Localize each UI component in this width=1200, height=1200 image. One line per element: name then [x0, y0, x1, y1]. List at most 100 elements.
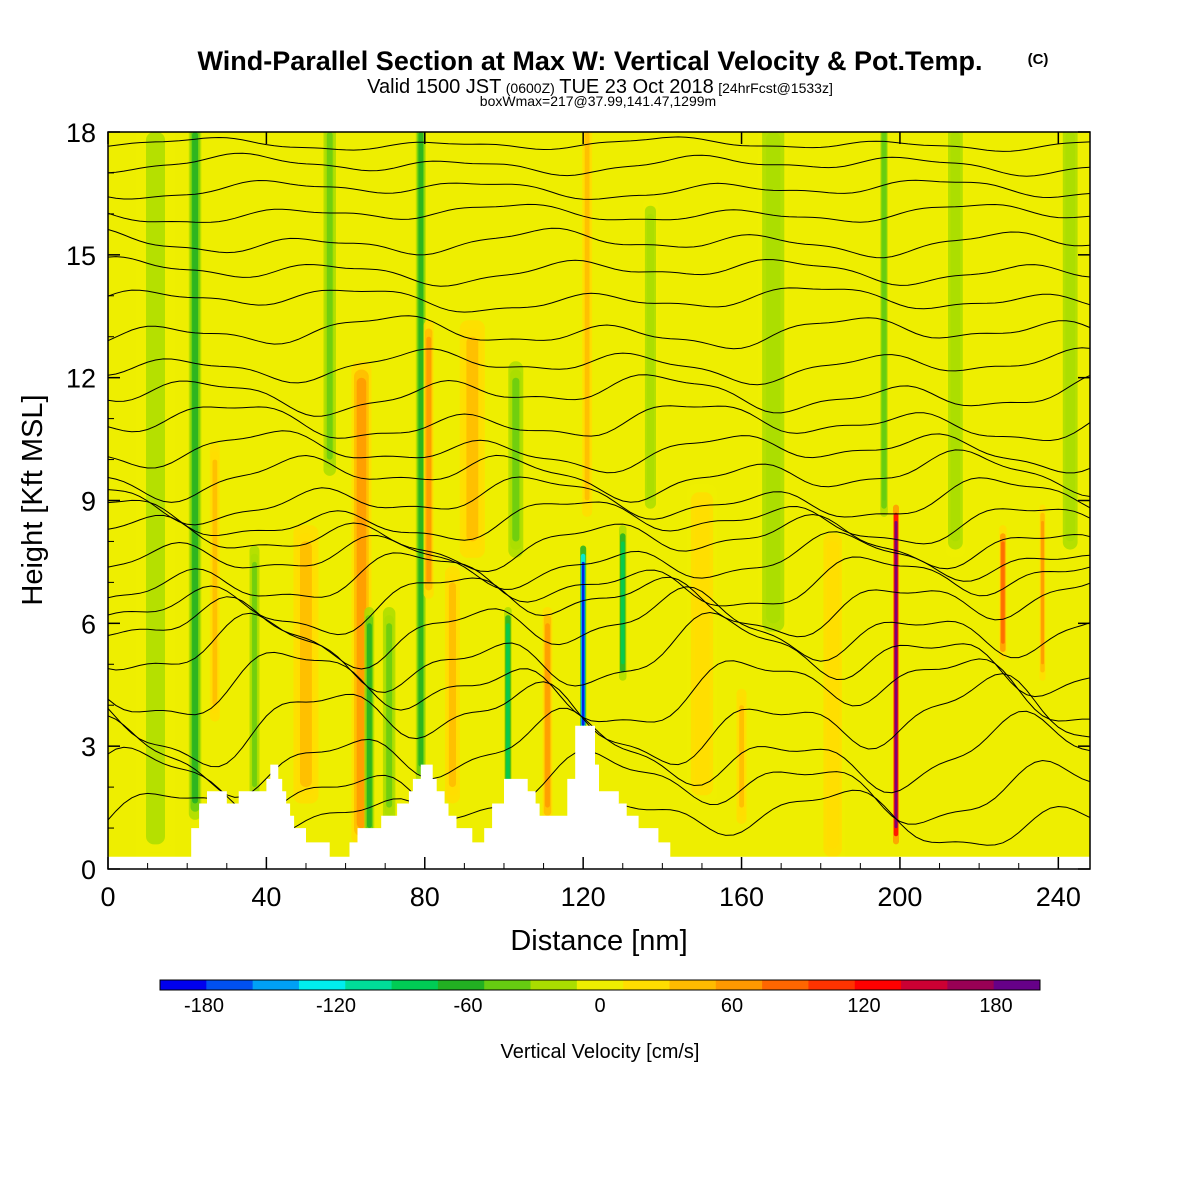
colorbar-tick-label-2: -60: [454, 995, 483, 1017]
theta-contour-8: [108, 552, 1090, 607]
y-tick-label-5: 15: [66, 241, 96, 271]
colorbar-tick-label-6: 180: [979, 995, 1012, 1017]
box-note: boxWmax=217@37.99,141.47,1299m: [480, 93, 716, 109]
chart-subtitle: Valid 1500 JST (0600Z) TUE 23 Oct 2018 […: [367, 76, 833, 98]
copyright-mark: (C): [1028, 51, 1049, 68]
w-feature-12-level-2: [466, 336, 479, 542]
w-feature-28-level-2: [1041, 521, 1044, 665]
colorbar-swatch-10: [623, 980, 670, 990]
theta-contour-12: [108, 476, 1090, 526]
colorbar-frame: [159, 979, 1041, 991]
w-feature-0-level-2: [146, 132, 165, 845]
theta-contour-18: [108, 315, 1090, 350]
w-feature-16-level-2: [581, 561, 585, 726]
x-tick-label-4: 160: [719, 882, 764, 912]
colorbar-swatch-6: [437, 980, 485, 990]
colorbar-swatch-13: [762, 980, 809, 990]
colorbar-tick-label-0: -180: [184, 995, 224, 1017]
colorbar: [159, 979, 1041, 991]
w-feature-21-level-2: [739, 705, 744, 808]
w-feature-19-level-2: [646, 213, 654, 501]
y-tick-label-4: 12: [66, 364, 96, 394]
theta-contour-21: [108, 227, 1090, 259]
w-feature-5-level-2: [326, 132, 333, 460]
y-tick-label-3: 9: [81, 487, 96, 517]
colorbar-swatch-2: [252, 980, 300, 990]
w-feature-9-level-2: [418, 132, 424, 767]
w-feature-4-level-2: [300, 541, 312, 788]
theta-contour-4: [108, 651, 1090, 723]
colorbar-tick-label-4: 60: [721, 995, 743, 1017]
colorbar-swatch-4: [345, 980, 393, 990]
colorbar-swatch-14: [808, 980, 856, 990]
theta-contour-16: [108, 374, 1090, 417]
w-feature-20-level-2: [694, 500, 710, 788]
colorbar-swatch-7: [484, 980, 532, 990]
potential-temperature-contours: [108, 136, 1090, 851]
colorbar-tick-label-1: -120: [316, 995, 356, 1017]
theta-contour-14: [108, 430, 1090, 474]
x-tick-label-6: 240: [1036, 882, 1081, 912]
colorbar-tick-labels: -180 -120 -60 0 60 120 180: [184, 995, 1013, 1017]
w-feature-10-level-2: [426, 336, 432, 583]
w-feature-25-level-2: [894, 521, 898, 829]
y-tick-label-6: 18: [66, 118, 96, 148]
colorbar-swatch-9: [576, 980, 624, 990]
x-tick-label-3: 120: [561, 882, 606, 912]
colorbar-swatch-17: [947, 980, 995, 990]
y-axis-label: Height [Kft MSL]: [17, 394, 49, 605]
x-axis-label: Distance [nm]: [510, 925, 687, 957]
w-feature-29-level-2: [1065, 132, 1075, 542]
theta-contour-24: [108, 152, 1090, 177]
colorbar-tick-label-3: 0: [594, 995, 605, 1017]
chart-title: Wind-Parallel Section at Max W: Vertical…: [198, 46, 983, 76]
theta-contour-11: [108, 499, 1090, 545]
terrain: [108, 725, 1090, 869]
x-tick-label-2: 80: [410, 882, 440, 912]
theta-contour-19: [108, 287, 1090, 313]
colorbar-swatch-1: [206, 980, 254, 990]
w-feature-18-level-2: [621, 541, 625, 665]
w-feature-2-level-2: [212, 459, 218, 706]
y-axis: 0 3 6 9 12 15 18: [66, 118, 1090, 885]
colorbar-swatch-11: [669, 980, 717, 990]
x-tick-label-0: 0: [100, 882, 115, 912]
y-tick-label-0: 0: [81, 855, 96, 885]
w-feature-6-level-2: [356, 377, 367, 829]
x-tick-label-5: 200: [877, 882, 922, 912]
w-feature-27-level-2: [1001, 541, 1005, 644]
theta-contour-3: [108, 673, 1090, 768]
colorbar-swatch-0: [160, 980, 207, 990]
w-feature-3-level-2: [252, 561, 257, 788]
w-feature-7-level-2: [367, 623, 372, 828]
y-tick-label-1: 3: [81, 732, 96, 762]
w-feature-11-level-2: [448, 582, 456, 788]
theta-contour-20: [108, 256, 1090, 287]
theta-contour-13: [108, 449, 1090, 503]
theta-contour-15: [108, 405, 1090, 442]
colorbar-swatch-15: [854, 980, 902, 990]
theta-contour-22: [108, 203, 1090, 223]
colorbar-swatch-16: [901, 980, 948, 990]
w-feature-22-level-2: [766, 132, 781, 624]
w-feature-1-level-2: [192, 132, 198, 804]
y-tick-label-2: 6: [81, 609, 96, 639]
colorbar-swatch-12: [715, 980, 763, 990]
theta-contour-10: [108, 513, 1090, 573]
plot-background: [108, 132, 1090, 869]
theta-contour-23: [108, 179, 1090, 200]
colorbar-label: Vertical Velocity [cm/s]: [501, 1041, 700, 1063]
colorbar-swatch-18: [993, 980, 1041, 990]
w-feature-24-level-2: [882, 132, 886, 501]
colorbar-swatch-8: [530, 980, 578, 990]
x-axis: 0 40 80 120 160 200 240: [100, 132, 1081, 912]
theta-contour-7: [108, 576, 1090, 638]
colorbar-swatch-3: [298, 980, 346, 990]
theta-contour-25: [108, 136, 1090, 152]
w-feature-17-level-2: [584, 132, 590, 501]
colorbar-tick-label-5: 120: [847, 995, 880, 1017]
theta-contour-17: [108, 347, 1090, 386]
theta-contour-6: [108, 586, 1090, 670]
colorbar-swatch-5: [391, 980, 439, 990]
